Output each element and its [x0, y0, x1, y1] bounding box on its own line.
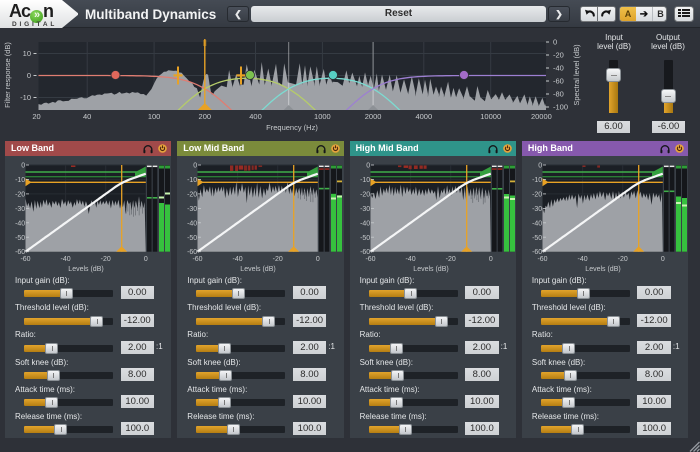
svg-text:2000: 2000: [365, 112, 382, 121]
svg-text:1000: 1000: [314, 112, 331, 121]
svg-text:-80: -80: [553, 90, 564, 99]
svg-text:-20: -20: [15, 191, 25, 198]
svg-text:10000: 10000: [480, 112, 501, 121]
svg-text:-40: -40: [15, 220, 25, 227]
svg-text:100: 100: [148, 112, 161, 121]
svg-text:-100: -100: [553, 103, 568, 112]
svg-text:Frequency (Hz): Frequency (Hz): [266, 123, 318, 132]
svg-text:0: 0: [316, 256, 320, 263]
svg-text:-60: -60: [15, 249, 25, 256]
svg-text:-20: -20: [618, 256, 628, 263]
svg-text:-20: -20: [445, 256, 455, 263]
svg-text:-40: -40: [405, 256, 415, 263]
svg-text:Levels (dB): Levels (dB): [68, 266, 103, 273]
svg-text:20: 20: [32, 112, 40, 121]
svg-text:-20: -20: [360, 191, 370, 198]
svg-text:-10: -10: [360, 176, 370, 183]
svg-text:-40: -40: [532, 220, 542, 227]
svg-text:-60: -60: [537, 256, 547, 263]
svg-text:-40: -40: [360, 220, 370, 227]
svg-text:-40: -40: [553, 64, 564, 73]
svg-text:200: 200: [199, 112, 212, 121]
svg-text:0: 0: [366, 162, 370, 169]
svg-text:-40: -40: [61, 256, 71, 263]
svg-text:-30: -30: [360, 205, 370, 212]
svg-text:-60: -60: [365, 256, 375, 263]
svg-text:-30: -30: [187, 205, 197, 212]
svg-text:-40: -40: [233, 256, 243, 263]
svg-text:40: 40: [83, 112, 91, 121]
svg-text:-60: -60: [193, 256, 203, 263]
svg-text:-50: -50: [187, 234, 197, 241]
svg-text:-30: -30: [532, 205, 542, 212]
svg-text:-10: -10: [15, 176, 25, 183]
svg-text:Spectral level (dB): Spectral level (dB): [572, 44, 581, 106]
svg-text:0: 0: [488, 256, 492, 263]
svg-text:Levels (dB): Levels (dB): [241, 266, 276, 273]
svg-text:0: 0: [144, 256, 148, 263]
svg-text:-20: -20: [101, 256, 111, 263]
svg-text:0: 0: [194, 162, 198, 169]
svg-text:0: 0: [553, 38, 557, 47]
svg-text:-50: -50: [15, 234, 25, 241]
svg-text:4000: 4000: [415, 112, 432, 121]
svg-text:0: 0: [661, 256, 665, 263]
svg-text:-40: -40: [187, 220, 197, 227]
svg-text:Levels (dB): Levels (dB): [413, 266, 448, 273]
svg-text:400: 400: [249, 112, 262, 121]
svg-text:0: 0: [538, 162, 542, 169]
svg-text:-60: -60: [360, 249, 370, 256]
svg-text:-60: -60: [532, 249, 542, 256]
svg-text:-50: -50: [532, 234, 542, 241]
svg-text:-60: -60: [187, 249, 197, 256]
svg-text:20000: 20000: [531, 112, 552, 121]
svg-text:-30: -30: [15, 205, 25, 212]
svg-text:-40: -40: [577, 256, 587, 263]
svg-text:-20: -20: [187, 191, 197, 198]
svg-text:-10: -10: [20, 93, 31, 102]
svg-text:10: 10: [23, 49, 31, 58]
svg-text:-50: -50: [360, 234, 370, 241]
svg-text:-60: -60: [553, 77, 564, 86]
svg-text:Levels (dB): Levels (dB): [585, 266, 620, 273]
svg-text:-10: -10: [532, 176, 542, 183]
svg-text:-20: -20: [532, 191, 542, 198]
svg-text:0: 0: [27, 71, 31, 80]
svg-text:Filter response (dB): Filter response (dB): [3, 42, 12, 108]
svg-text:-10: -10: [187, 176, 197, 183]
svg-text:-20: -20: [553, 51, 564, 60]
svg-text:-60: -60: [20, 256, 30, 263]
svg-text:0: 0: [21, 162, 25, 169]
svg-text:-20: -20: [273, 256, 283, 263]
